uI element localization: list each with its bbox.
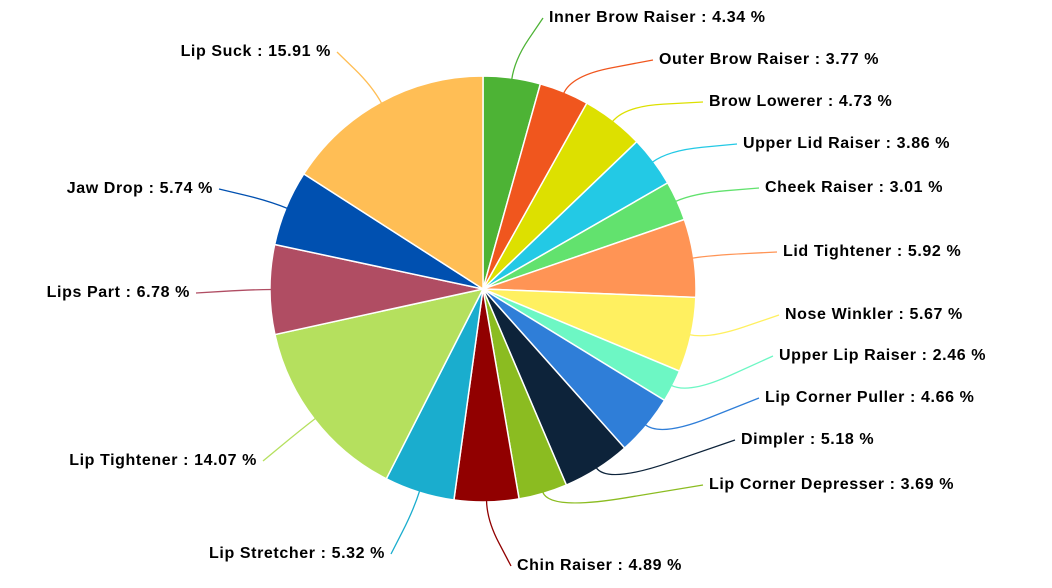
label-separator: : bbox=[810, 51, 826, 68]
value-label: 15.91 % bbox=[268, 43, 331, 60]
category-name: Outer Brow Raiser bbox=[659, 51, 810, 68]
connector bbox=[336, 51, 383, 105]
value-label: 14.07 % bbox=[194, 452, 257, 469]
connector bbox=[644, 397, 760, 431]
category-name: Lip Suck bbox=[181, 43, 252, 60]
category-name: Inner Brow Raiser bbox=[549, 9, 696, 26]
value-label: 3.69 % bbox=[901, 476, 954, 493]
value-label: 5.74 % bbox=[160, 180, 213, 197]
slice-label: Lip Suck : 15.91 % bbox=[181, 43, 331, 60]
slice-label: Outer Brow Raiser : 3.77 % bbox=[659, 51, 879, 68]
label-separator: : bbox=[905, 389, 921, 406]
connector bbox=[595, 439, 736, 476]
category-name: Lid Tightener bbox=[783, 243, 892, 260]
label-separator: : bbox=[805, 431, 821, 448]
value-label: 2.46 % bbox=[933, 347, 986, 364]
slice-label: Nose Winkler : 5.67 % bbox=[785, 306, 963, 323]
slice-label: Lip Corner Puller : 4.66 % bbox=[765, 389, 974, 406]
connector bbox=[541, 484, 704, 504]
slice-label: Jaw Drop : 5.74 % bbox=[67, 180, 213, 197]
slice-label: Lip Tightener : 14.07 % bbox=[69, 452, 257, 469]
connector bbox=[218, 188, 289, 210]
category-name: Upper Lid Raiser bbox=[743, 135, 881, 152]
connector bbox=[670, 355, 774, 389]
slice-label: Cheek Raiser : 3.01 % bbox=[765, 179, 943, 196]
connector bbox=[511, 17, 544, 81]
label-separator: : bbox=[823, 93, 839, 110]
value-label: 4.66 % bbox=[921, 389, 974, 406]
value-label: 5.92 % bbox=[908, 243, 961, 260]
slice-label: Inner Brow Raiser : 4.34 % bbox=[549, 9, 766, 26]
slice-label: Lid Tightener : 5.92 % bbox=[783, 243, 961, 260]
category-name: Nose Winkler bbox=[785, 306, 893, 323]
slice-label: Upper Lip Raiser : 2.46 % bbox=[779, 347, 986, 364]
connector bbox=[390, 490, 421, 555]
slice-label: Chin Raiser : 4.89 % bbox=[517, 557, 682, 574]
label-separator: : bbox=[613, 557, 629, 574]
connector bbox=[195, 288, 273, 294]
label-separator: : bbox=[874, 179, 890, 196]
value-label: 5.32 % bbox=[332, 545, 385, 562]
value-label: 4.89 % bbox=[629, 557, 682, 574]
value-label: 5.67 % bbox=[909, 306, 962, 323]
connector bbox=[262, 417, 317, 462]
category-name: Upper Lip Raiser bbox=[779, 347, 917, 364]
label-separator: : bbox=[316, 545, 332, 562]
slice-label: Lip Corner Depresser : 3.69 % bbox=[709, 476, 954, 493]
connector bbox=[611, 101, 704, 123]
category-name: Lip Corner Depresser bbox=[709, 476, 885, 493]
connector bbox=[688, 314, 780, 337]
connector bbox=[674, 187, 760, 203]
label-separator: : bbox=[144, 180, 160, 197]
category-name: Lip Corner Puller bbox=[765, 389, 905, 406]
connector bbox=[691, 251, 778, 259]
label-separator: : bbox=[178, 452, 194, 469]
slice-label: Brow Lowerer : 4.73 % bbox=[709, 93, 892, 110]
value-label: 4.73 % bbox=[839, 93, 892, 110]
category-name: Dimpler bbox=[741, 431, 805, 448]
slice-label: Lips Part : 6.78 % bbox=[47, 284, 190, 301]
category-name: Lip Tightener bbox=[69, 452, 178, 469]
value-label: 3.77 % bbox=[826, 51, 879, 68]
category-name: Cheek Raiser bbox=[765, 179, 874, 196]
connector bbox=[485, 499, 512, 567]
value-label: 3.86 % bbox=[897, 135, 950, 152]
label-separator: : bbox=[881, 135, 897, 152]
category-name: Lips Part bbox=[47, 284, 121, 301]
label-separator: : bbox=[252, 43, 268, 60]
connector bbox=[651, 143, 738, 164]
slice-label: Upper Lid Raiser : 3.86 % bbox=[743, 135, 950, 152]
category-name: Brow Lowerer bbox=[709, 93, 823, 110]
connector bbox=[562, 59, 654, 95]
category-name: Jaw Drop bbox=[67, 180, 144, 197]
category-name: Chin Raiser bbox=[517, 557, 613, 574]
slice-label: Dimpler : 5.18 % bbox=[741, 431, 874, 448]
label-separator: : bbox=[892, 243, 908, 260]
value-label: 6.78 % bbox=[137, 284, 190, 301]
value-label: 5.18 % bbox=[821, 431, 874, 448]
value-label: 3.01 % bbox=[890, 179, 943, 196]
label-separator: : bbox=[893, 306, 909, 323]
label-separator: : bbox=[917, 347, 933, 364]
category-name: Lip Stretcher bbox=[209, 545, 316, 562]
label-separator: : bbox=[696, 9, 712, 26]
label-separator: : bbox=[885, 476, 901, 493]
label-separator: : bbox=[121, 284, 137, 301]
value-label: 4.34 % bbox=[712, 9, 765, 26]
slice-label: Lip Stretcher : 5.32 % bbox=[209, 545, 385, 562]
